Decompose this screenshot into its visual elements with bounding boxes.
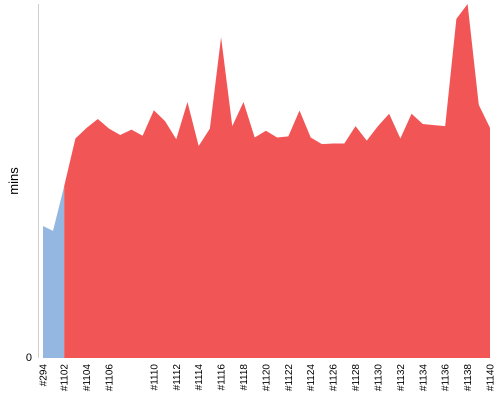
area-series-group <box>43 4 491 358</box>
y-tick-label: 0 <box>26 352 32 364</box>
x-tick-label: #294 <box>39 364 50 387</box>
x-tick-label: #1104 <box>82 364 93 392</box>
x-tick-label: #1128 <box>351 364 362 392</box>
x-tick-label: #1102 <box>60 364 71 392</box>
x-tick-labels: #294 #1102 #1104 #1106 #1110 #1112 #1114 #1116 #… <box>39 364 497 392</box>
x-tick-label: #1140 <box>486 364 497 392</box>
x-tick-label: #1126 <box>329 364 340 392</box>
x-tick-label: #1106 <box>105 364 116 392</box>
x-tick-label: #1116 <box>217 364 228 391</box>
x-tick-label: #1118 <box>239 364 250 391</box>
x-tick-label: #1134 <box>418 364 429 392</box>
area-series-2 <box>64 4 491 358</box>
x-tick-label: #1112 <box>172 364 183 391</box>
x-tick-label: #1132 <box>396 364 407 392</box>
x-tick-label: #1138 <box>463 364 474 392</box>
x-tick-label: #1114 <box>194 364 205 391</box>
x-tick-label: #1136 <box>441 364 452 392</box>
area-series-1 <box>43 185 65 358</box>
x-tick-label: #1130 <box>373 364 384 392</box>
x-tick-label: #1122 <box>284 364 295 392</box>
y-axis-title: mins <box>6 167 21 195</box>
x-tick-label: #1110 <box>149 364 160 391</box>
x-tick-label: #1124 <box>306 364 317 392</box>
x-tick-label: #1120 <box>261 364 272 392</box>
